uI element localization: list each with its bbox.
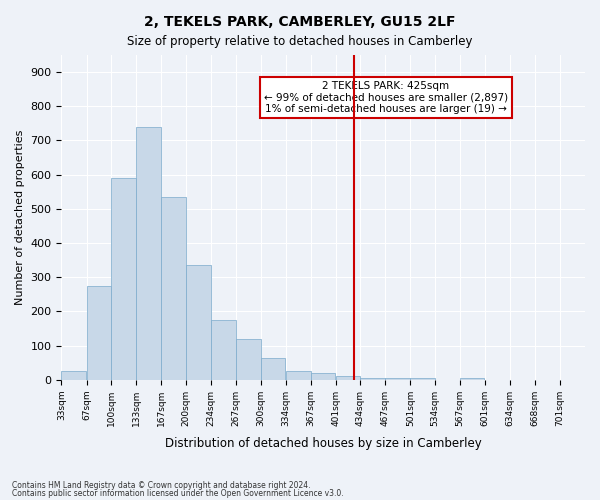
Text: 2 TEKELS PARK: 425sqm
← 99% of detached houses are smaller (2,897)
1% of semi-de: 2 TEKELS PARK: 425sqm ← 99% of detached … <box>264 81 508 114</box>
Bar <box>260 358 285 380</box>
Bar <box>286 371 311 380</box>
Text: 2, TEKELS PARK, CAMBERLEY, GU15 2LF: 2, TEKELS PARK, CAMBERLEY, GU15 2LF <box>144 15 456 29</box>
Bar <box>311 373 335 380</box>
X-axis label: Distribution of detached houses by size in Camberley: Distribution of detached houses by size … <box>165 437 482 450</box>
Bar <box>336 376 361 380</box>
Text: Contains HM Land Registry data © Crown copyright and database right 2024.: Contains HM Land Registry data © Crown c… <box>12 481 311 490</box>
Bar <box>361 378 385 380</box>
Bar <box>460 378 484 380</box>
Text: Contains public sector information licensed under the Open Government Licence v3: Contains public sector information licen… <box>12 488 344 498</box>
Bar <box>211 320 236 380</box>
Bar <box>410 378 435 380</box>
Bar <box>186 266 211 380</box>
Bar <box>87 286 112 380</box>
Bar <box>385 378 410 380</box>
Bar <box>236 339 260 380</box>
Bar <box>161 197 186 380</box>
Y-axis label: Number of detached properties: Number of detached properties <box>15 130 25 305</box>
Text: Size of property relative to detached houses in Camberley: Size of property relative to detached ho… <box>127 35 473 48</box>
Bar <box>61 371 86 380</box>
Bar <box>112 178 136 380</box>
Bar <box>136 127 161 380</box>
